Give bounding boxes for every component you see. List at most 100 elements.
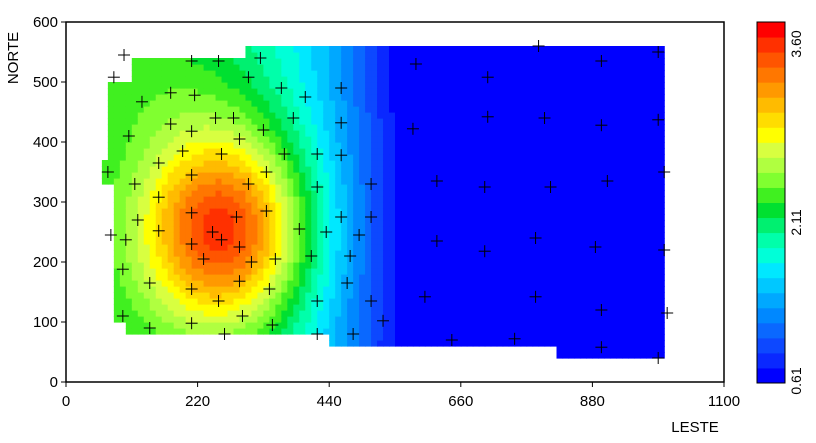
heatmap-cell [550,166,558,173]
heatmap-cell [389,118,396,125]
heatmap-cell [400,94,408,101]
heatmap-cell [173,130,181,137]
heatmap-cell [490,112,498,119]
heatmap-cell [496,184,504,191]
heatmap-cell [167,184,175,191]
heatmap-cell [400,244,408,251]
sample-marker [589,241,602,253]
heatmap-cell [490,298,498,305]
heatmap-cell [574,316,582,323]
heatmap-cell [418,70,426,77]
heatmap-cell [628,304,635,311]
heatmap-cell [448,136,456,143]
heatmap-cell [586,226,593,233]
heatmap-cell [502,76,510,83]
heatmap-cell [167,142,175,149]
heatmap-cell [185,136,193,143]
heatmap-cell [478,214,486,221]
heatmap-cell [257,268,264,275]
heatmap-cell [197,130,205,137]
heatmap-cell [167,196,175,203]
heatmap-cell [496,70,504,77]
heatmap-cell [538,172,546,179]
heatmap-cell [430,340,438,347]
heatmap-cell [167,202,175,209]
heatmap-cell [107,106,115,113]
heatmap-cell [472,202,480,209]
heatmap-cell [203,202,211,209]
heatmap-cell [185,130,193,137]
heatmap-cell [604,130,611,137]
heatmap-cell [412,238,420,245]
heatmap-cell [610,52,617,59]
heatmap-cell [628,214,635,221]
heatmap-cell [580,328,588,335]
heatmap-cell [209,64,217,71]
heatmap-cell [155,220,163,227]
heatmap-cell [508,220,516,227]
heatmap-cell [496,274,504,281]
heatmap-cell [245,118,253,125]
heatmap-cell [329,202,336,209]
heatmap-cell [544,340,552,347]
heatmap-cell [424,70,432,77]
heatmap-cell [514,130,522,137]
heatmap-cell [640,154,647,161]
heatmap-cell [245,136,253,143]
heatmap-cell [478,124,486,131]
heatmap-cell [161,166,169,173]
heatmap-cell [119,304,127,311]
heatmap-cell [257,160,264,167]
heatmap-cell [179,88,187,95]
heatmap-cell [125,232,133,239]
heatmap-cell [131,130,139,137]
heatmap-cell [622,76,629,83]
heatmap-cell [365,316,372,323]
heatmap-cell [263,70,270,77]
heatmap-cell [203,166,211,173]
heatmap-cell [173,262,181,269]
heatmap-cell [329,310,336,317]
heatmap-cell [598,142,605,149]
heatmap-cell [400,238,408,245]
heatmap-cell [586,70,593,77]
heatmap-cell [580,322,588,329]
heatmap-cell [347,160,354,167]
heatmap-cell [359,70,366,77]
heatmap-cell [646,214,653,221]
heatmap-cell [628,208,635,215]
heatmap-cell [532,328,540,335]
heatmap-cell [323,58,330,65]
heatmap-cell [137,250,145,257]
heatmap-cell [454,244,462,251]
heatmap-cell [646,106,653,113]
heatmap-cell [347,52,354,59]
heatmap-cell [131,142,139,149]
heatmap-cell [311,160,318,167]
heatmap-cell [347,124,354,131]
heatmap-cell [143,304,151,311]
heatmap-cell [347,262,354,269]
heatmap-cell [634,232,641,239]
heatmap-cell [550,124,558,131]
heatmap-cell [598,274,605,281]
heatmap-cell [125,148,133,155]
heatmap-cell [574,202,582,209]
heatmap-cell [424,94,432,101]
heatmap-cell [544,124,552,131]
heatmap-cell [616,172,623,179]
heatmap-cell [484,316,492,323]
heatmap-cell [263,244,270,251]
colorbar-swatch [757,337,785,354]
heatmap-cell [616,112,623,119]
heatmap-cell [640,322,647,329]
heatmap-cell [371,160,378,167]
heatmap-cell [323,82,330,89]
heatmap-cell [508,46,516,53]
heatmap-cell [323,142,330,149]
heatmap-cell [628,190,635,197]
heatmap-cell [658,58,665,65]
heatmap-cell [383,142,390,149]
heatmap-cell [155,268,163,275]
heatmap-cell [478,190,486,197]
